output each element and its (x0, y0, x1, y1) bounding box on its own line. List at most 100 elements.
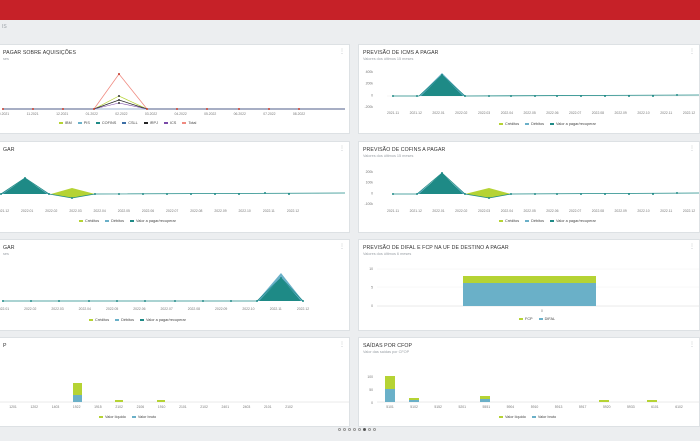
more-options-icon[interactable]: ⋮ (689, 342, 695, 348)
app-top-bar (0, 0, 700, 20)
data-point (416, 95, 418, 97)
x-tick: 5917 (579, 405, 587, 409)
card-title: PREVISÃO DE COFINS A PAGAR (363, 147, 446, 153)
chart-legend: Créditos Débitos Valor a pagar/recuperar (499, 122, 596, 126)
x-tick: 2022.08 (190, 209, 202, 213)
chart-legend: Créditos Débitos Valor a pagar/recuperar (79, 219, 176, 223)
more-options-icon[interactable]: ⋮ (689, 146, 695, 152)
more-options-icon[interactable]: ⋮ (689, 49, 695, 55)
valor-liquido-bar (385, 376, 395, 389)
x-tick: 05.2022 (204, 112, 216, 116)
legend-label: IBM (65, 121, 72, 125)
y-tick: 100 (367, 375, 373, 379)
x-tick: 2022.06 (546, 111, 558, 115)
x-tick: 2022.07 (569, 209, 581, 213)
x-tick: 1403 (52, 405, 60, 409)
legend-label: Débitos (111, 219, 125, 223)
x-tick: 5913 (555, 405, 563, 409)
bar-chart: 10 5 0 0 (369, 267, 699, 313)
valor-area (421, 75, 463, 96)
data-point (488, 95, 490, 97)
pager-dot[interactable] (343, 428, 346, 431)
more-options-icon[interactable]: ⋮ (689, 244, 695, 250)
valor-area (259, 278, 301, 301)
x-tick: 2022.08 (592, 209, 604, 213)
total-series-line (3, 73, 345, 110)
legend-label: Valor líquido (105, 415, 126, 419)
valor-bruto-bar (73, 395, 82, 402)
data-point (510, 95, 512, 97)
card-title: PREVISÃO DE ICMS A PAGAR (363, 50, 439, 56)
pager-dot[interactable] (353, 428, 356, 431)
x-tick: 11.2021 (27, 112, 39, 116)
pager-dot[interactable] (358, 428, 361, 431)
chart-legend: Valor líquido Valor bruto (99, 415, 156, 419)
legend-label: Créditos (85, 219, 100, 223)
card-entradas-cfop: P ⋮ 1201 1202 1403 1922 1915 2102 2106 1910 2101… (0, 337, 350, 427)
x-tick: 5910 (531, 405, 539, 409)
legend-label: Total (188, 121, 197, 125)
fcp-bar (463, 276, 596, 283)
pager-dot[interactable] (338, 428, 341, 431)
pager-dot[interactable] (348, 428, 351, 431)
card-subtitle: Valor das saídas por CFOP (363, 350, 410, 354)
data-point (534, 193, 536, 195)
legend-label: COFINS (101, 121, 117, 125)
breadcrumb: IS (2, 24, 7, 30)
x-tick: 1915 (94, 405, 102, 409)
x-tick: 2022.02 (455, 111, 467, 115)
more-options-icon[interactable]: ⋮ (339, 244, 345, 250)
x-tick: 06.2022 (234, 112, 246, 116)
data-point (116, 300, 118, 302)
x-tick: 2021.12 (0, 209, 9, 213)
y-tick: 0 (371, 93, 373, 97)
data-point (142, 193, 144, 195)
x-tick: 2022.03 (478, 209, 490, 213)
data-point (652, 193, 654, 195)
card-subtitle: Valores dos últimos 6 meses (363, 252, 412, 256)
data-point (510, 193, 512, 195)
more-options-icon[interactable]: ⋮ (339, 49, 345, 55)
x-tick: 01.2022 (86, 112, 98, 116)
valor-bruto-bar (409, 400, 419, 402)
x-tick: 2022.03 (51, 307, 63, 311)
x-tick: 6102 (675, 405, 683, 409)
x-tick: 2101 (179, 405, 187, 409)
card-pagar-sobre-aquisicoes: PAGAR SOBRE AQUISIÇÕES ses ⋮ 10.2021 11.2… (0, 44, 350, 134)
valor-liquido-bar (115, 400, 123, 402)
x-tick: 2021.11 (387, 209, 399, 213)
x-tick: 2022.10 (637, 209, 649, 213)
data-point (604, 193, 606, 195)
data-point (214, 193, 216, 195)
valor-liquido-bar (73, 383, 82, 395)
x-tick: 2022.03 (69, 209, 81, 213)
pager-dot[interactable] (363, 428, 366, 431)
y-tick: 400k (366, 70, 374, 74)
data-point (94, 193, 96, 195)
creditos-area (465, 188, 511, 198)
dashboard-pager[interactable] (338, 428, 376, 431)
pager-dot[interactable] (373, 428, 376, 431)
x-tick: 2022.10 (637, 111, 649, 115)
legend-label: ICS (169, 121, 177, 125)
more-options-icon[interactable]: ⋮ (339, 342, 345, 348)
x-tick: 1922 (73, 405, 81, 409)
x-tick: 2022.05 (106, 307, 118, 311)
chart-legend: FCP DIFAL (519, 317, 555, 321)
legend-label: Créditos (505, 122, 520, 126)
data-point (464, 193, 466, 195)
card-previsao-difal-fcp: PREVISÃO DE DIFAL E FCP NA UF DE DESTINO… (358, 239, 700, 331)
legend-label: DIFAL (544, 317, 556, 321)
legend-label: Débitos (121, 318, 135, 322)
x-tick: 2022.06 (546, 209, 558, 213)
x-tick: 1202 (30, 405, 38, 409)
pager-dot[interactable] (368, 428, 371, 431)
data-point (488, 197, 490, 199)
card-subtitle: Valores dos últimos 15 meses (363, 57, 414, 61)
data-point (174, 300, 176, 302)
data-point (0, 193, 2, 195)
legend-label: Valor líquido (505, 415, 526, 419)
more-options-icon[interactable]: ⋮ (339, 146, 345, 152)
x-tick: 1201 (9, 405, 17, 409)
legend-label: IRPJ (149, 121, 158, 125)
